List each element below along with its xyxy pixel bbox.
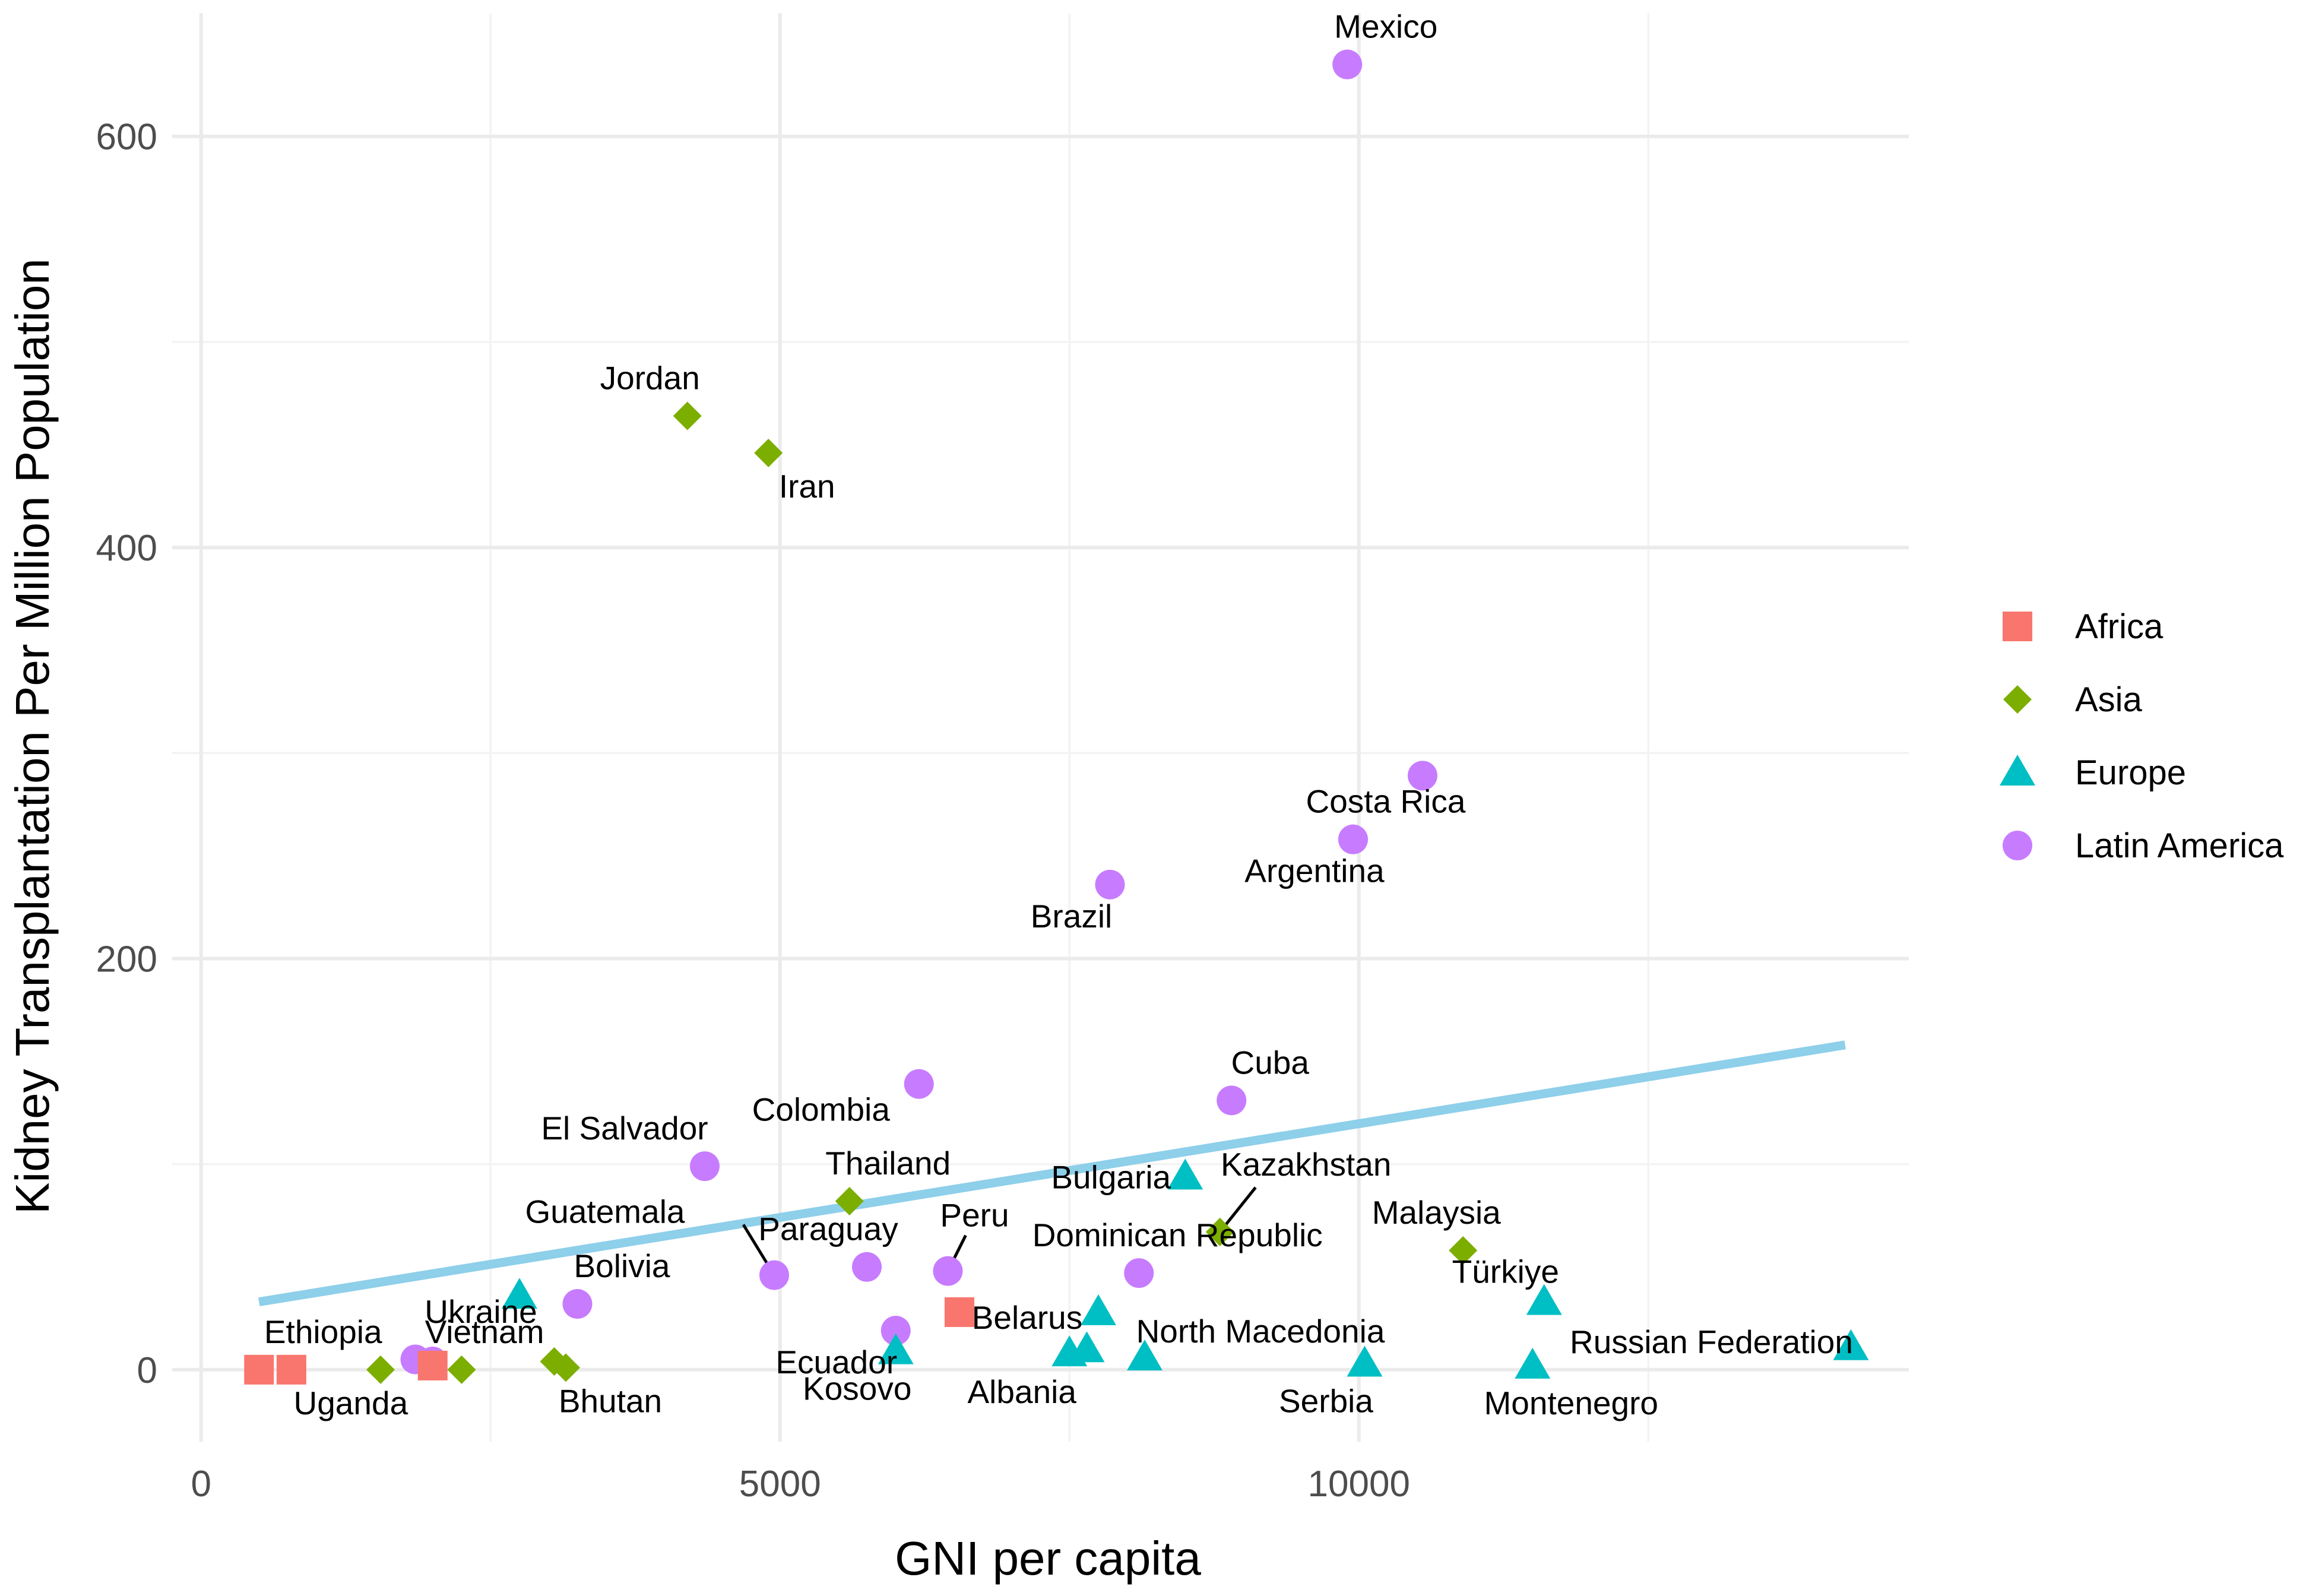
data-point [1127, 1340, 1162, 1371]
data-point [366, 1355, 395, 1384]
x-axis-title: GNI per capita [895, 1532, 1201, 1585]
data-point [1338, 824, 1368, 854]
grid [172, 13, 1909, 1442]
y-tick-label: 600 [96, 117, 157, 158]
y-axis-title: Kidney Transplantation Per Million Popul… [6, 258, 59, 1214]
point-label: Costa Rica [1306, 783, 1466, 820]
point-label: Uganda [294, 1385, 408, 1421]
data-point [904, 1069, 934, 1099]
data-point [878, 1333, 914, 1364]
point-label: Thailand [825, 1145, 951, 1182]
data-point [673, 401, 702, 430]
point-label: Guatemala [525, 1193, 685, 1230]
point-label: Kosovo [803, 1370, 911, 1407]
x-tick-label: 0 [191, 1464, 211, 1505]
data-point [1449, 1236, 1478, 1265]
legend-key [2003, 831, 2032, 860]
x-tick-label: 5000 [739, 1464, 821, 1505]
data-point [1167, 1158, 1203, 1190]
point-label: Ukraine [425, 1293, 537, 1330]
point-label: Belarus [972, 1299, 1082, 1336]
point-label: Bolivia [574, 1247, 670, 1284]
point-label: Brazil [1031, 898, 1113, 935]
point-label: Türkiye [1452, 1253, 1559, 1290]
data-point [562, 1289, 593, 1319]
point-label: Mexico [1334, 8, 1437, 45]
data-point [754, 438, 783, 467]
y-tick-label: 0 [137, 1350, 157, 1391]
data-point [502, 1278, 537, 1309]
point-label: Ethiopia [264, 1313, 382, 1350]
point-label: Iran [779, 468, 835, 505]
legend-key [2003, 612, 2032, 641]
data-point [690, 1151, 720, 1182]
data-point [1332, 49, 1363, 80]
data-point [1217, 1085, 1247, 1116]
data-point [1205, 1217, 1234, 1246]
data-point [276, 1354, 306, 1385]
data-point [1069, 1331, 1105, 1363]
data-point [1408, 761, 1437, 791]
point-label: El Salvador [541, 1110, 708, 1147]
data-point [1515, 1347, 1551, 1379]
data-point [1526, 1284, 1562, 1315]
point-label: Jordan [600, 360, 700, 397]
data-point [1833, 1329, 1869, 1360]
point-label: Argentina [1244, 853, 1385, 889]
point-label: Bhutan [559, 1382, 662, 1419]
point-label: Colombia [752, 1091, 891, 1128]
y-tick-label: 400 [96, 528, 157, 569]
data-point [552, 1353, 580, 1382]
data-point [1347, 1345, 1383, 1377]
data-point [1081, 1294, 1116, 1325]
legend-label: Europe [2075, 753, 2186, 792]
point-labels: Mexico Costa Rica Argentina Brazil Colombia C… [264, 8, 1853, 1421]
data-point [945, 1297, 974, 1327]
point-label: Russian Federation [1570, 1323, 1853, 1360]
data-point [244, 1354, 274, 1385]
data-point [1095, 869, 1125, 900]
data-point [759, 1260, 789, 1290]
point-label: North Macedonia [1136, 1313, 1385, 1350]
legend-label: Asia [2075, 680, 2143, 719]
trend-line [258, 1040, 1846, 1306]
x-tick-label: 10000 [1308, 1464, 1410, 1505]
point-label: Dominican Republic [1032, 1217, 1323, 1253]
legend-key [2000, 755, 2035, 786]
point-label: Serbia [1279, 1382, 1373, 1419]
trend-line-layer [258, 1040, 1846, 1306]
data-point [417, 1350, 448, 1380]
point-label: Vietnam [425, 1313, 544, 1350]
point-label: Peru [940, 1197, 1009, 1234]
data-point [835, 1186, 864, 1215]
legend-label: Africa [2075, 607, 2164, 646]
data-points [244, 49, 1869, 1385]
point-label: Paraguay [758, 1211, 898, 1247]
point-label: Montenegro [1484, 1385, 1658, 1421]
point-label: Cuba [1231, 1044, 1310, 1081]
y-tick-label: 200 [96, 939, 157, 980]
point-label: Albania [968, 1373, 1077, 1410]
point-label: Bulgaria [1051, 1158, 1171, 1195]
data-point [447, 1355, 476, 1384]
point-label: Ecuador [775, 1344, 897, 1380]
data-point [933, 1256, 963, 1286]
data-point [880, 1316, 911, 1346]
legend-key [2003, 685, 2032, 714]
legend: Africa Asia Europe Latin America [2000, 607, 2284, 865]
data-point [852, 1252, 882, 1282]
point-label: Kazakhstan [1221, 1146, 1391, 1183]
axis-ticks: 0 5000 10000 0 200 400 600 [96, 117, 1410, 1505]
point-label: Malaysia [1372, 1194, 1501, 1231]
data-point [1124, 1258, 1154, 1288]
legend-label: Latin America [2075, 826, 2284, 865]
